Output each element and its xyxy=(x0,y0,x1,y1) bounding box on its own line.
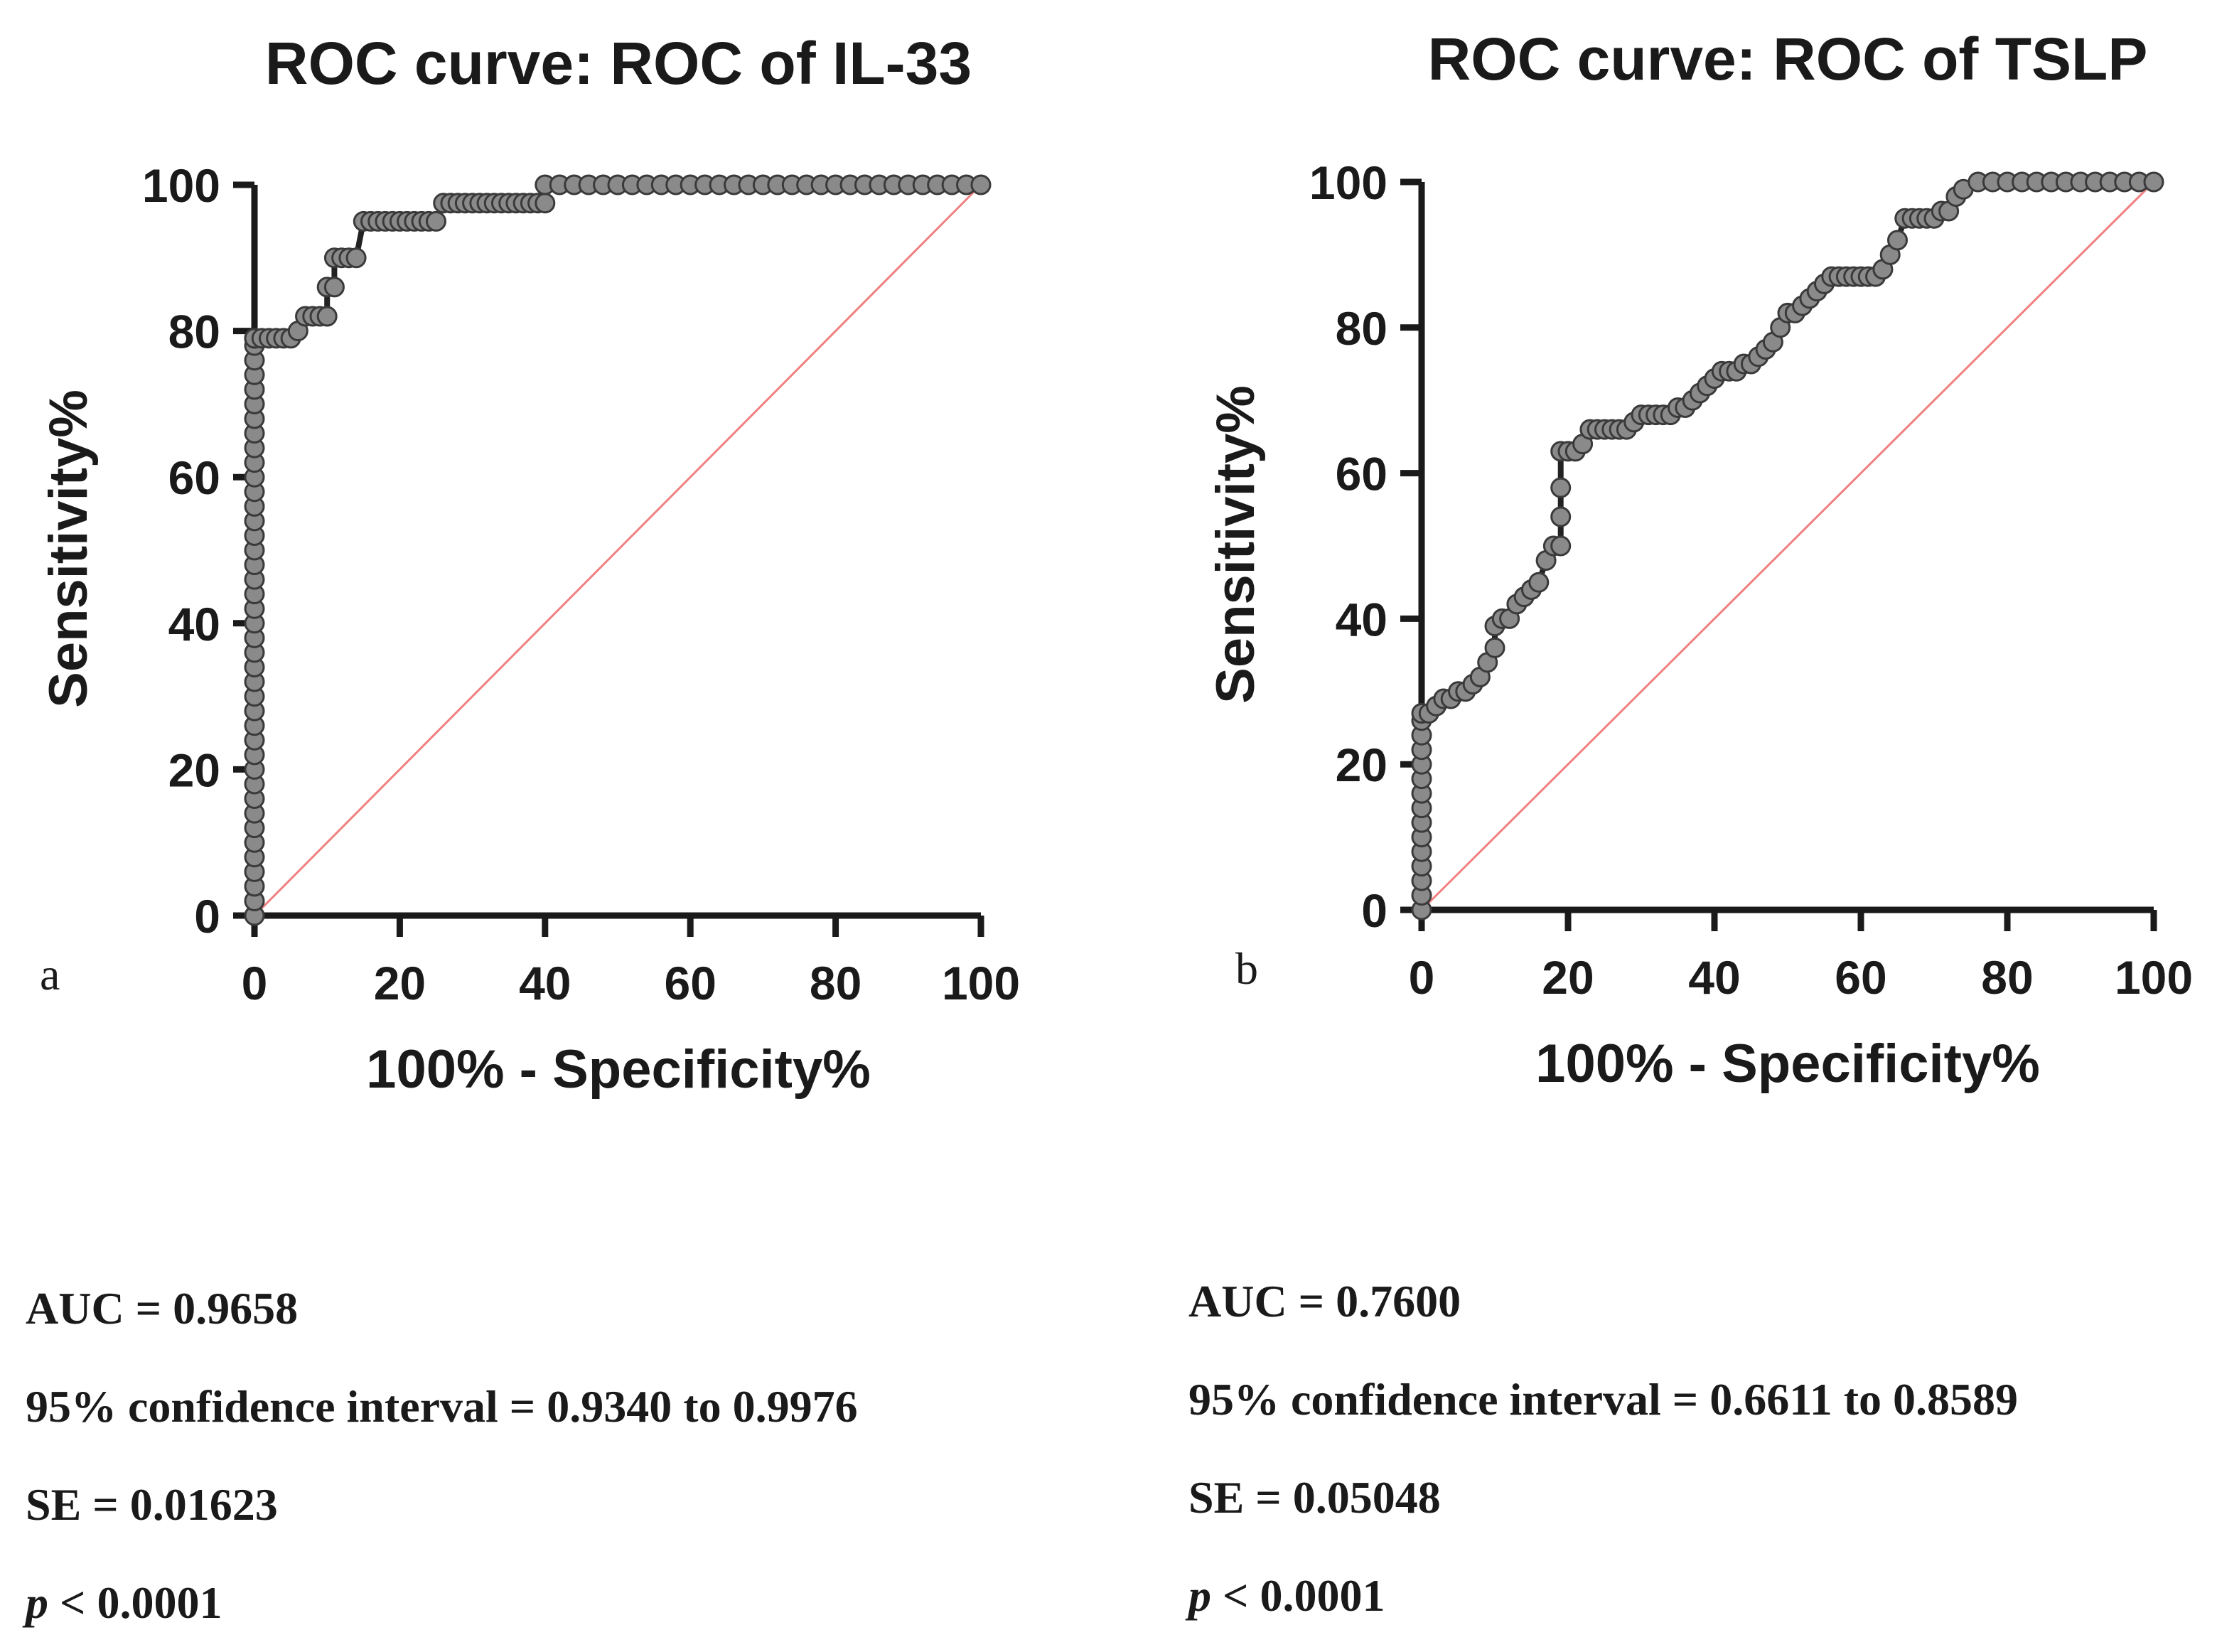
roc-point-a xyxy=(316,306,338,327)
y-tick-label-b: 100 xyxy=(1309,156,1387,209)
panel-label-a: a xyxy=(40,949,60,999)
roc-point-b xyxy=(1484,637,1505,658)
x-axis-label-a: 100% - Specificity% xyxy=(366,1039,871,1100)
p-value-b: p < 0.0001 xyxy=(1188,1547,2018,1645)
y-tick-label-a: 20 xyxy=(168,744,220,796)
reference-line-a xyxy=(253,183,982,917)
auc-value-a: AUC = 0.9658 xyxy=(26,1283,299,1334)
y-axis-label-b: Sensitivity% xyxy=(1206,385,1266,704)
y-tick-label-b: 20 xyxy=(1336,739,1387,791)
roc-series-a xyxy=(244,174,992,926)
y-tick-label-a: 0 xyxy=(194,890,220,943)
roc-point-b xyxy=(1528,572,1550,593)
roc-panel-b: ROC curve: ROC of TSLP Sensitivity% 100%… xyxy=(1206,26,2193,1094)
ticks-a: 0 20 40 60 80 100 0 20 40 60 80 100 xyxy=(142,159,1020,1009)
x-tick-label-b: 60 xyxy=(1835,951,1886,1004)
chart-title-a: ROC curve: ROC of IL-33 xyxy=(265,30,972,97)
y-tick-label-b: 60 xyxy=(1336,448,1387,500)
roc-point-a xyxy=(426,210,446,232)
roc-point-b xyxy=(1550,535,1572,557)
x-tick-label-b: 40 xyxy=(1688,951,1740,1004)
chart-title-b: ROC curve: ROC of TSLP xyxy=(1428,26,2148,92)
x-tick-label-b: 100 xyxy=(2115,951,2193,1004)
roc-point-a xyxy=(345,247,367,269)
p-rest-a: < 0.0001 xyxy=(48,1577,222,1628)
y-tick-label-a: 80 xyxy=(168,306,220,358)
roc-point-a xyxy=(535,193,556,214)
roc-point-b xyxy=(1887,230,1908,251)
p-symbol-b: p xyxy=(1188,1570,1211,1621)
p-symbol-a: p xyxy=(26,1577,48,1628)
x-tick-label-a: 60 xyxy=(664,957,716,1009)
reference-diagonal-b xyxy=(1420,181,2155,911)
roc-point-b xyxy=(1550,477,1572,498)
x-tick-label-b: 80 xyxy=(1981,951,2033,1004)
confidence-interval-a: 95% confidence interval = 0.9340 to 0.99… xyxy=(26,1381,858,1432)
stats-block-b: AUC = 0.7600 95% confidence interval = 0… xyxy=(1188,1253,2018,1645)
roc-panel-a: ROC curve: ROC of IL-33 Sensitivity% 100… xyxy=(38,30,1020,1100)
x-tick-label-a: 40 xyxy=(519,957,571,1009)
x-axis-label-b: 100% - Specificity% xyxy=(1535,1034,2040,1094)
auc-value-b: AUC = 0.7600 xyxy=(1188,1276,1461,1326)
x-tick-label-a: 20 xyxy=(374,957,426,1009)
x-tick-label-a: 100 xyxy=(942,957,1020,1009)
y-tick-label-b: 40 xyxy=(1336,593,1387,645)
standard-error-b: SE = 0.05048 xyxy=(1188,1472,1441,1523)
y-tick-label-b: 0 xyxy=(1361,884,1387,937)
y-tick-label-a: 40 xyxy=(168,598,220,650)
reference-diagonal-a xyxy=(253,183,982,917)
standard-error-a: SE = 0.01623 xyxy=(26,1479,278,1530)
p-value-a: p < 0.0001 xyxy=(26,1554,858,1652)
reference-line-b xyxy=(1420,181,2155,911)
stats-block-a: AUC = 0.9658 95% confidence interval = 0… xyxy=(26,1260,858,1652)
roc-series-b xyxy=(1411,171,2164,921)
ticks-b: 0 20 40 60 80 100 0 20 40 60 80 100 xyxy=(1309,156,2193,1004)
x-tick-label-b: 20 xyxy=(1542,951,1594,1004)
confidence-interval-b: 95% confidence interval = 0.6611 to 0.85… xyxy=(1188,1374,2019,1425)
y-tick-label-b: 80 xyxy=(1336,302,1387,355)
x-tick-label-a: 80 xyxy=(810,957,861,1009)
y-tick-label-a: 60 xyxy=(168,451,220,504)
y-axis-label-a: Sensitivity% xyxy=(38,390,99,708)
p-rest-b: < 0.0001 xyxy=(1211,1570,1385,1621)
x-tick-label-b: 0 xyxy=(1409,951,1435,1004)
y-tick-label-a: 100 xyxy=(142,159,220,212)
roc-point-a xyxy=(970,174,992,195)
x-tick-label-a: 0 xyxy=(242,957,268,1009)
roc-point-b xyxy=(2143,171,2164,193)
roc-point-a xyxy=(323,277,345,298)
roc-point-b xyxy=(1550,506,1572,527)
panel-label-b: b xyxy=(1235,943,1258,994)
